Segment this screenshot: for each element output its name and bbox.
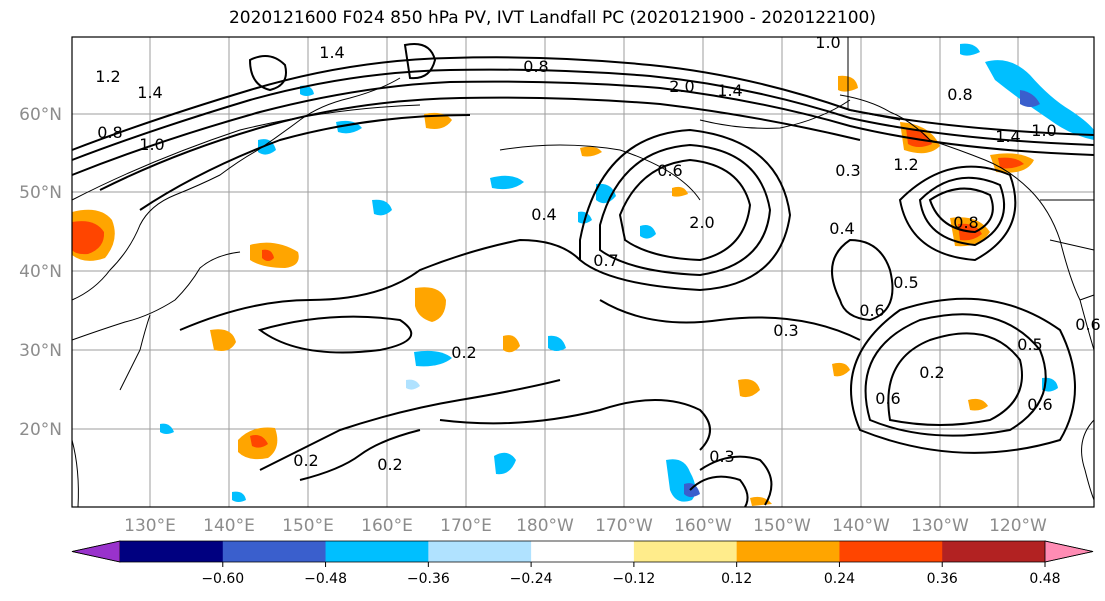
contour-label: 1.4 (319, 43, 344, 62)
contour-label: 0.2 (451, 343, 476, 362)
colorbar-tick-label: 0.36 (927, 571, 958, 587)
contour-label: 0.6 (1027, 395, 1052, 414)
contour-label: 0.8 (523, 57, 548, 76)
colorbar-segment (325, 541, 429, 562)
contour-label: 0.8 (953, 213, 978, 232)
thin-contours (71, 104, 701, 201)
contour-label: 1.2 (95, 67, 120, 86)
lon-label: 130°W (911, 516, 969, 536)
contour-label: 0.6 (1075, 315, 1100, 334)
colorbar-tick-label: −0.60 (201, 571, 244, 587)
map-title: 2020121600 F024 850 hPa PV, IVT Landfall… (228, 8, 876, 28)
lon-label: 120°W (989, 516, 1047, 536)
colorbar-segment (839, 541, 943, 562)
contour-label: 0.2 (919, 363, 944, 382)
contour-label: 0.6 (859, 301, 884, 320)
colorbar-tick-label: −0.12 (612, 571, 655, 587)
colorbar-segment (736, 541, 840, 562)
coastlines (71, 37, 1095, 508)
lat-label: 50°N (19, 183, 62, 203)
contour-label: 1.2 (893, 155, 918, 174)
contour-label: 0.4 (829, 219, 854, 238)
lat-label: 40°N (19, 262, 62, 282)
map-frame (71, 36, 1095, 508)
contour-label: 1.0 (139, 135, 164, 154)
lat-label: 60°N (19, 105, 62, 125)
contour-label: 0.5 (1017, 335, 1042, 354)
contour-label: 0.6 (657, 161, 682, 180)
contour-label: 0.5 (893, 273, 918, 292)
colorbar-arrow-low (71, 540, 121, 563)
lat-label: 30°N (19, 341, 62, 361)
contour-label: 0.4 (531, 205, 556, 224)
lon-label: 180°W (516, 516, 574, 536)
lon-label: 160°W (674, 516, 732, 536)
colorbar-tick-label: 0.48 (1029, 571, 1060, 587)
lon-label: 160°E (361, 516, 413, 536)
contour-label: 0.7 (593, 251, 618, 270)
contour-label: 2.0 (669, 77, 694, 96)
colorbar-segment (120, 541, 224, 562)
lon-label: 140°W (832, 516, 890, 536)
contour-label: 0.8 (97, 123, 122, 142)
contour-label: 0.3 (773, 321, 798, 340)
colorbar-segment (633, 541, 738, 562)
lon-label: 150°W (753, 516, 811, 536)
colorbar-arrow-high (1044, 540, 1094, 563)
contour-label: 0.2 (377, 455, 402, 474)
contour-labels: 1.4 1.2 0.8 1.0 1.4 0.8 1.0 1.4 2.0 1.4 0.8 1.0 1.2 0… (95, 33, 1100, 474)
contour-label: 2.0 (689, 213, 714, 232)
colorbar-tick-label: −0.24 (510, 571, 553, 587)
colorbar-tick-label: 0.12 (721, 571, 752, 587)
longitude-labels: 130°E 140°E 150°E 160°E 170°E 180°W 170°W 160°W… (124, 516, 1047, 536)
contours (71, 43, 1095, 508)
lon-label: 170°E (440, 516, 492, 536)
map-panel: 1.4 1.2 0.8 1.0 1.4 0.8 1.0 1.4 2.0 1.4 0.8 1.0 1.2 0… (71, 33, 1101, 508)
contour-label: 1.4 (137, 83, 162, 102)
contour-label: 1.0 (815, 33, 840, 52)
latitude-labels: 60°N 50°N 40°N 30°N 20°N (19, 105, 62, 440)
colorbar: −0.60 −0.48 −0.36 −0.24 −0.12 0.12 0.24 0.36 0.4… (71, 540, 1094, 587)
lon-label: 150°E (282, 516, 334, 536)
colorbar-segment (531, 541, 635, 562)
colorbar-tick-label: −0.36 (407, 571, 450, 587)
lon-label: 130°E (124, 516, 176, 536)
colorbar-segment (222, 541, 327, 562)
contour-label: 1.4 (995, 127, 1020, 146)
contour-label: 0.8 (947, 85, 972, 104)
contour-label: 0.3 (835, 161, 860, 180)
lat-label: 20°N (19, 420, 62, 440)
lon-label: 170°W (595, 516, 653, 536)
shading-blobs (72, 43, 1094, 506)
contour-label: 1.0 (1031, 121, 1056, 140)
lon-label: 140°E (203, 516, 255, 536)
colorbar-segment (942, 541, 1046, 562)
contour-label: 0.6 (875, 389, 900, 408)
contour-label: 0.3 (709, 447, 734, 466)
colorbar-tick-label: −0.48 (304, 571, 347, 587)
colorbar-segment (428, 541, 532, 562)
contour-label: 1.4 (717, 81, 742, 100)
contour-label: 0.2 (293, 451, 318, 470)
colorbar-tick-label: 0.24 (824, 571, 855, 587)
